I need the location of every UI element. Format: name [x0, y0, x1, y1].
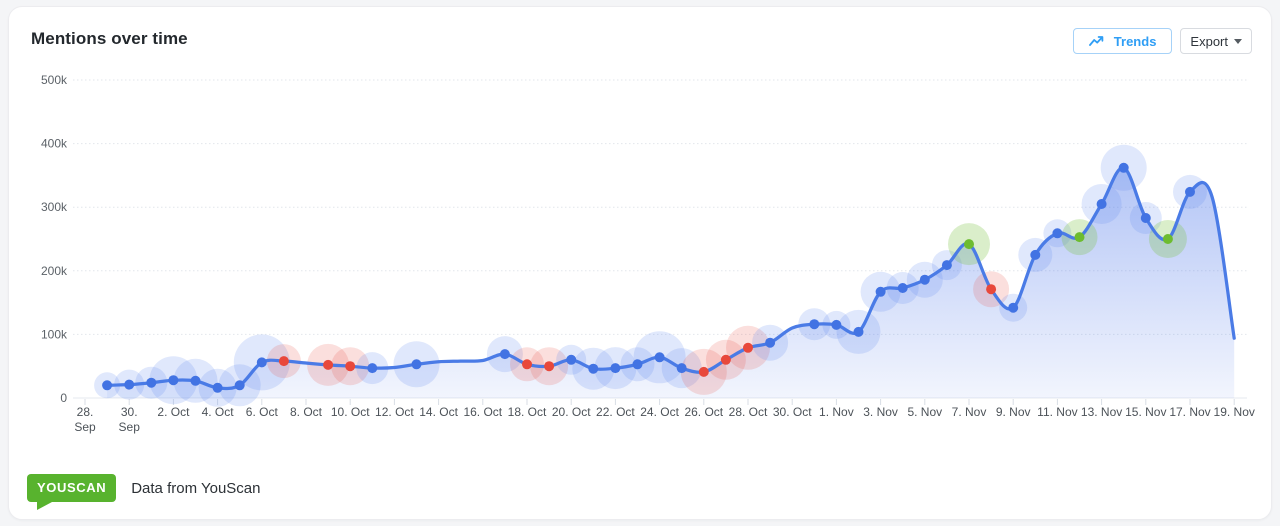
- data-point[interactable]: [544, 361, 555, 372]
- x-axis-label: 4. Oct: [202, 405, 235, 419]
- x-axis-label: 19. Nov: [1214, 405, 1255, 419]
- data-point[interactable]: [212, 382, 223, 393]
- data-point[interactable]: [256, 357, 267, 368]
- page-title: Mentions over time: [31, 29, 188, 48]
- x-axis-label: 7. Nov: [952, 405, 987, 419]
- data-point[interactable]: [1030, 249, 1041, 260]
- data-point[interactable]: [720, 354, 731, 365]
- data-point[interactable]: [941, 260, 952, 271]
- data-point[interactable]: [1096, 199, 1107, 209]
- data-point[interactable]: [278, 356, 289, 367]
- x-axis-label: 5. Nov: [907, 405, 942, 419]
- data-point[interactable]: [897, 283, 908, 293]
- x-axis-label: 14. Oct: [419, 405, 458, 419]
- x-axis-label: 18. Oct: [508, 405, 547, 419]
- x-axis-label: 10. Oct: [331, 405, 370, 419]
- y-axis-label: 300k: [41, 200, 68, 214]
- y-axis-label: 0: [60, 391, 67, 405]
- export-button[interactable]: Export: [1180, 28, 1252, 54]
- header-actions: Trends Export: [1072, 28, 1252, 54]
- x-axis-label: 26. Oct: [684, 405, 723, 419]
- mentions-over-time-chart: 0 100k 200k 300k 400k 500k 28. Sep 30. Sep 2. Oct 4…: [41, 73, 1255, 434]
- data-point[interactable]: [1162, 234, 1173, 244]
- data-point[interactable]: [168, 375, 179, 386]
- x-axis-label: 11. Nov: [1037, 405, 1077, 419]
- export-button-label: Export: [1190, 33, 1228, 49]
- logo-speech-tail-icon: [37, 502, 52, 510]
- data-point[interactable]: [499, 349, 510, 360]
- data-point[interactable]: [367, 363, 378, 374]
- x-axis-label: 8. Oct: [290, 405, 323, 419]
- x-axis-label: 24. Oct: [640, 405, 679, 419]
- data-point[interactable]: [676, 363, 687, 374]
- data-point[interactable]: [610, 363, 621, 374]
- mentions-area: [107, 167, 1235, 398]
- data-point[interactable]: [809, 319, 820, 330]
- x-axis-label: 9. Nov: [996, 405, 1031, 419]
- data-point[interactable]: [964, 239, 974, 250]
- data-point[interactable]: [632, 359, 643, 370]
- x-axis-label: 3. Nov: [863, 405, 898, 419]
- data-point[interactable]: [345, 361, 356, 372]
- data-point[interactable]: [522, 359, 532, 370]
- x-axis-label: 20. Oct: [552, 405, 591, 419]
- mentions-card: Mentions over time Trends Export 0 100k 20…: [8, 6, 1272, 520]
- data-point[interactable]: [919, 274, 930, 285]
- x-axis-label: 28. Oct: [729, 405, 768, 419]
- data-point[interactable]: [853, 326, 864, 337]
- y-axis-label: 200k: [41, 264, 68, 278]
- trends-button-label: Trends: [1113, 33, 1157, 49]
- y-axis-label: 400k: [41, 137, 68, 151]
- data-point[interactable]: [1185, 186, 1195, 197]
- data-point[interactable]: [234, 380, 245, 391]
- y-axis-label: 500k: [41, 73, 68, 87]
- trends-button[interactable]: Trends: [1072, 28, 1173, 54]
- data-source-caption: Data from YouScan: [131, 479, 261, 497]
- chevron-down-icon: [1234, 39, 1242, 44]
- x-axis-label: 6. Oct: [246, 405, 279, 419]
- y-axis-label: 100k: [41, 327, 68, 341]
- data-point[interactable]: [743, 342, 753, 353]
- x-axis-label: 13. Nov: [1081, 405, 1122, 419]
- data-point[interactable]: [146, 377, 157, 388]
- data-point[interactable]: [124, 379, 135, 390]
- x-axis-label: 30. Oct: [773, 405, 812, 419]
- trend-line-icon: [1088, 36, 1104, 46]
- data-point[interactable]: [986, 284, 997, 295]
- data-point[interactable]: [1008, 302, 1019, 313]
- card-footer: YOUSCAN Data from YouScan: [27, 469, 261, 510]
- youscan-logo[interactable]: YOUSCAN: [27, 474, 117, 510]
- x-axis-label: 2. Oct: [157, 405, 190, 419]
- data-point[interactable]: [323, 359, 334, 370]
- data-point[interactable]: [698, 366, 709, 377]
- data-point[interactable]: [566, 354, 577, 365]
- x-axis-label: 1. Nov: [819, 405, 854, 419]
- x-axis-label: 30. Sep: [119, 405, 141, 434]
- youscan-logo-text: YOUSCAN: [37, 480, 107, 495]
- data-point[interactable]: [654, 352, 665, 363]
- data-point[interactable]: [1052, 228, 1063, 239]
- x-axis-label: 16. Oct: [463, 405, 502, 419]
- data-point[interactable]: [1118, 162, 1129, 173]
- x-axis-label: 22. Oct: [596, 405, 635, 419]
- x-axis-label: 17. Nov: [1169, 405, 1210, 419]
- data-point[interactable]: [102, 380, 113, 391]
- data-point[interactable]: [411, 359, 422, 370]
- x-axis-label: 12. Oct: [375, 405, 414, 419]
- x-axis-label: 15. Nov: [1125, 405, 1166, 419]
- data-point[interactable]: [831, 319, 842, 330]
- data-point[interactable]: [588, 363, 599, 374]
- data-point[interactable]: [765, 337, 776, 348]
- data-point[interactable]: [875, 286, 886, 297]
- data-point[interactable]: [1140, 213, 1151, 223]
- data-point[interactable]: [1074, 232, 1085, 243]
- x-axis-label: 28. Sep: [74, 405, 96, 434]
- data-point[interactable]: [190, 375, 201, 386]
